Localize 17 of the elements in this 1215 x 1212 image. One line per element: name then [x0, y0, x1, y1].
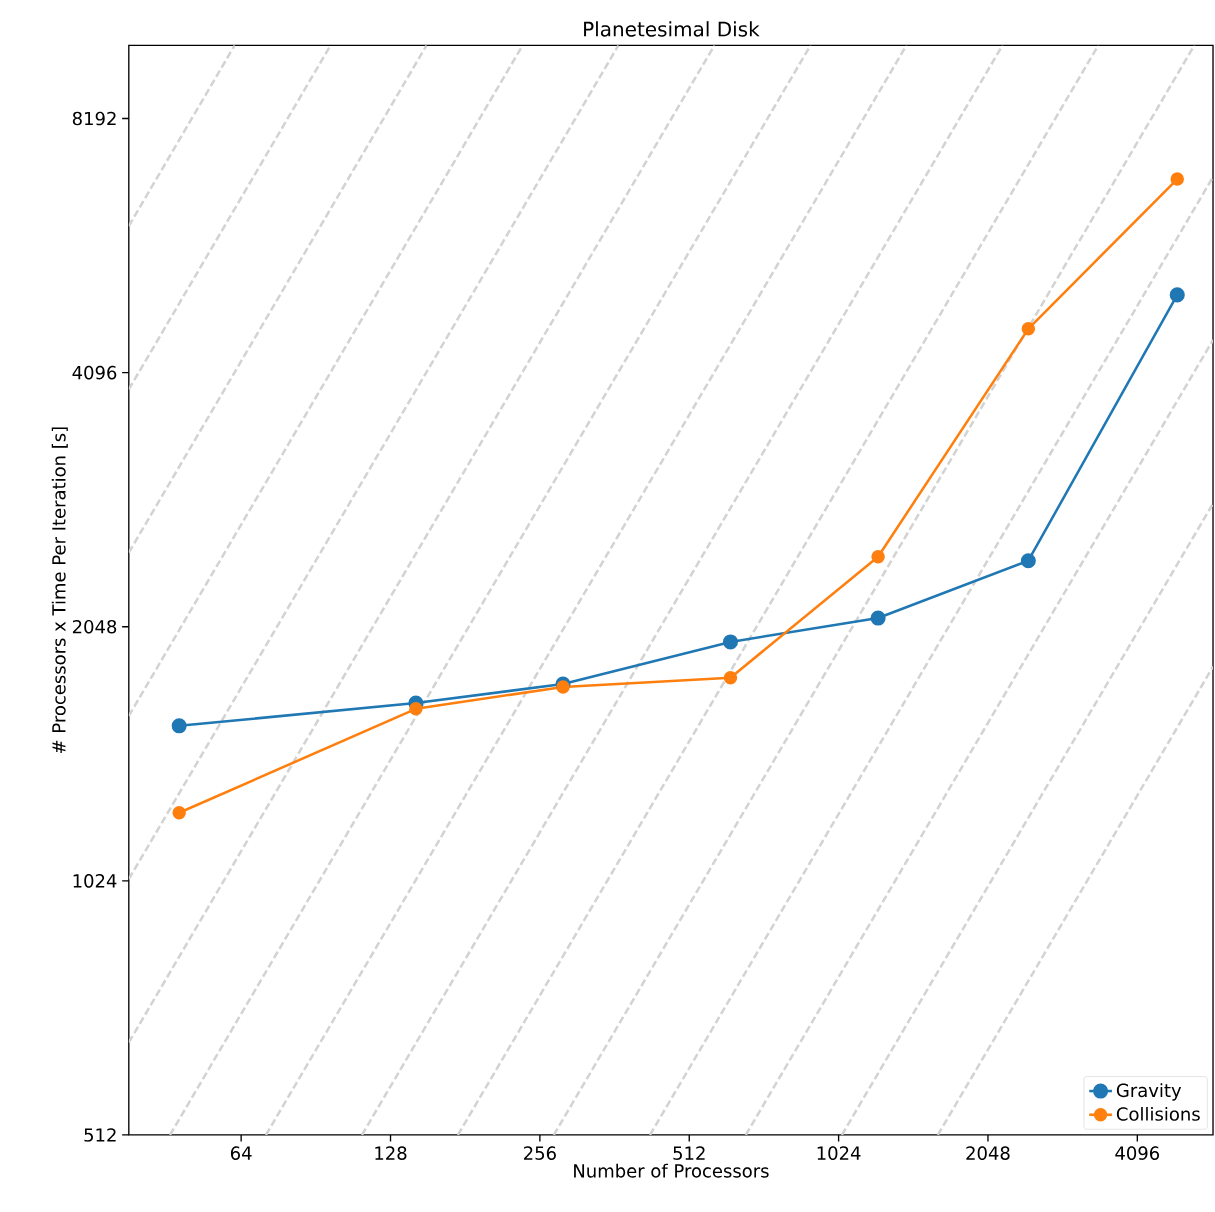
legend-label: Gravity — [1116, 1083, 1182, 1101]
chart-title: Planetesimal Disk — [584, 21, 760, 37]
y-tick-label: 2048 — [72, 619, 117, 634]
x-tick-label: 1024 — [817, 1146, 861, 1160]
legend-label: Collisions — [1116, 1106, 1200, 1121]
y-tick-label: 1024 — [73, 874, 117, 888]
y-axis-title: # Processors x Time Per Iteration [s] — [51, 427, 68, 754]
x-tick-label: 4096 — [1115, 1146, 1160, 1160]
x-tick-label: 2048 — [966, 1146, 1010, 1160]
x-axis-title: Number of Processors — [574, 1163, 769, 1178]
y-tick-label: 512 — [84, 1128, 116, 1142]
x-tick-label: 512 — [673, 1146, 705, 1160]
x-tick-label: 64 — [230, 1146, 252, 1160]
y-tick-label: 4096 — [72, 365, 117, 380]
x-tick-label: 128 — [375, 1146, 407, 1160]
y-tick-label: 8192 — [72, 111, 116, 126]
x-tick-label: 256 — [524, 1146, 556, 1160]
